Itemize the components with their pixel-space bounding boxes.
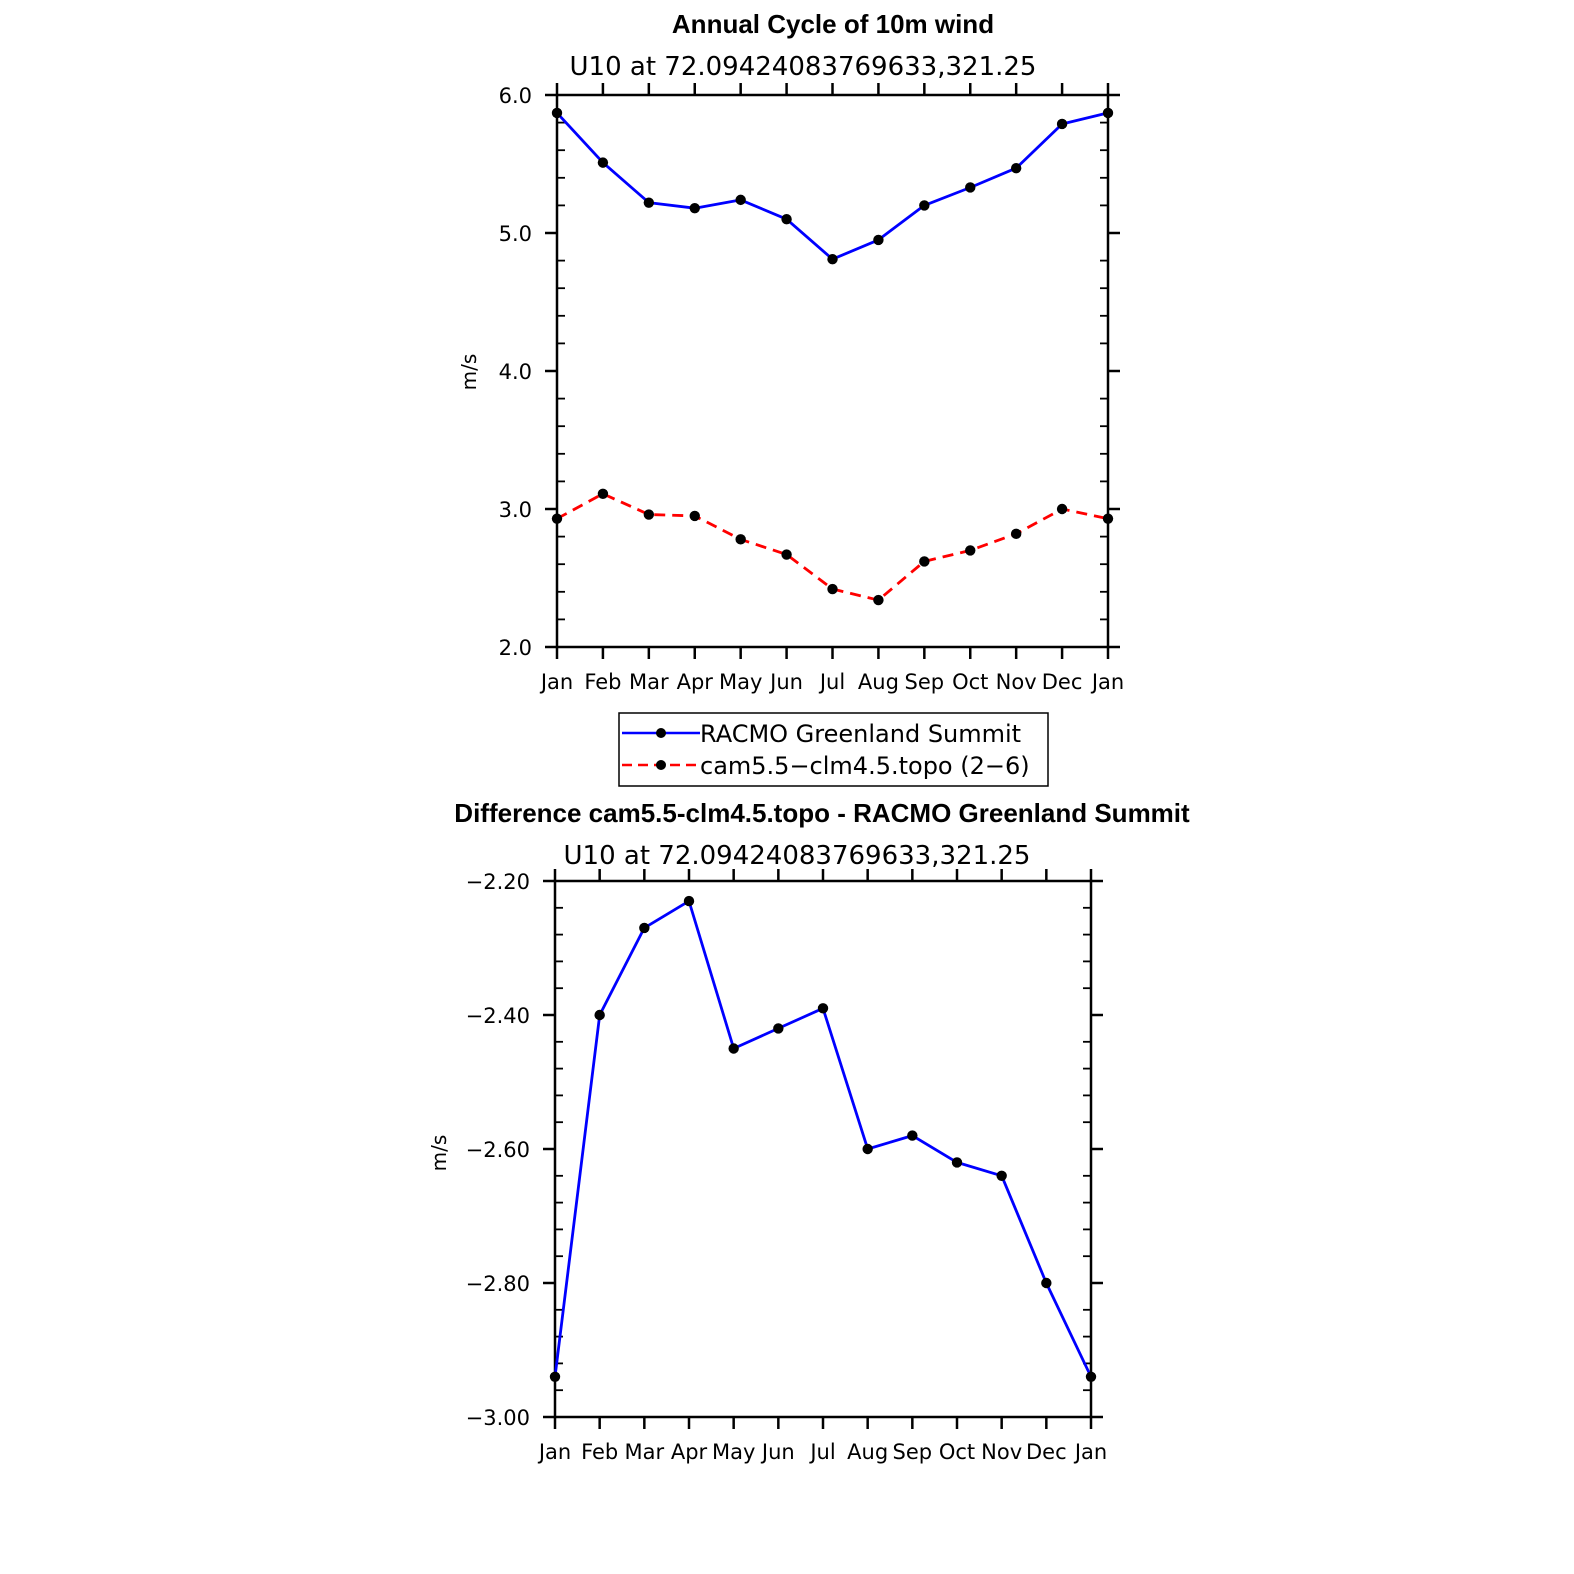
data-point xyxy=(951,1157,963,1168)
data-point xyxy=(689,510,700,522)
data-point xyxy=(773,1023,784,1034)
y-axis-label: m/s xyxy=(457,354,481,391)
x-tick-label: Dec xyxy=(1042,670,1083,694)
data-point xyxy=(827,254,838,265)
data-point xyxy=(1010,528,1022,540)
series-line-0 xyxy=(553,899,1093,1378)
data-point xyxy=(549,1371,561,1383)
data-point xyxy=(873,234,884,246)
y-tick-label: 3.0 xyxy=(499,498,532,522)
x-tick-label: Jan xyxy=(1073,1440,1107,1464)
legend: RACMO Greenland Summit cam5.5−clm4.5.top… xyxy=(618,712,1049,787)
data-point xyxy=(551,107,563,119)
chart-subtitle: U10 at 72.09424083769633,321.25 xyxy=(564,841,1031,871)
x-tick-label: Mar xyxy=(629,670,669,694)
x-tick-label: Nov xyxy=(996,670,1037,694)
data-point xyxy=(781,549,792,560)
x-tick-label: Sep xyxy=(905,670,945,694)
data-point xyxy=(996,1170,1007,1182)
x-tick-label: Aug xyxy=(847,1440,888,1464)
x-tick-label: Jan xyxy=(537,1440,571,1464)
plot-frame xyxy=(553,879,1093,1419)
data-point xyxy=(594,1009,605,1021)
data-point xyxy=(1041,1277,1052,1289)
y-tick-label: 4.0 xyxy=(499,360,532,384)
data-point xyxy=(551,513,563,524)
x-tick-label: Jan xyxy=(1090,670,1124,694)
annual-cycle-chart: Annual Cycle of 10m wind U10 at 72.09424… xyxy=(457,9,1124,787)
series-line-0 xyxy=(555,111,1109,261)
y-tick-label: −2.40 xyxy=(466,1004,530,1028)
x-tick-label: Nov xyxy=(981,1440,1022,1464)
data-point xyxy=(643,509,655,520)
x-tick-label: Dec xyxy=(1026,1440,1067,1464)
y-axis-label: m/s xyxy=(427,1135,451,1172)
x-tick-label: Jul xyxy=(818,670,845,694)
data-point xyxy=(643,197,655,208)
x-tick-label: Feb xyxy=(581,1440,618,1464)
y-tick-label: −2.60 xyxy=(466,1138,530,1162)
data-point xyxy=(1056,503,1068,515)
data-point xyxy=(639,922,650,934)
x-tick-label: Apr xyxy=(671,1440,708,1464)
x-tick-label: May xyxy=(712,1440,755,1464)
data-point xyxy=(597,488,609,500)
legend-label-racmo: RACMO Greenland Summit xyxy=(700,720,1021,748)
x-tick-label: Jul xyxy=(808,1440,835,1464)
data-point xyxy=(683,895,695,907)
data-point xyxy=(1010,162,1022,174)
legend-box xyxy=(618,712,1049,787)
y-tick-label: −3.00 xyxy=(466,1406,530,1430)
x-tick-label: May xyxy=(719,670,762,694)
x-tick-label: Mar xyxy=(625,1440,665,1464)
data-point xyxy=(827,583,838,595)
data-point xyxy=(1102,107,1114,119)
y-tick-label: −2.20 xyxy=(466,870,530,894)
data-point xyxy=(919,556,930,567)
y-tick-label: 6.0 xyxy=(499,84,532,108)
data-point xyxy=(965,182,976,193)
legend-marker-racmo xyxy=(656,728,666,738)
data-point xyxy=(597,157,609,168)
data-point xyxy=(965,545,976,556)
data-point xyxy=(781,214,792,225)
x-tick-label: Jun xyxy=(768,670,803,694)
data-point xyxy=(689,202,700,214)
difference-chart: Difference cam5.5-clm4.5.topo - RACMO Gr… xyxy=(427,798,1190,1464)
x-tick-label: Oct xyxy=(939,1440,975,1464)
chart-title: Annual Cycle of 10m wind xyxy=(672,9,994,39)
legend-label-cam: cam5.5−clm4.5.topo (2−6) xyxy=(700,752,1030,780)
x-tick-label: Feb xyxy=(584,670,621,694)
plot-frame xyxy=(555,93,1110,649)
x-tick-label: Aug xyxy=(858,670,899,694)
x-tick-label: Jan xyxy=(539,670,573,694)
data-point xyxy=(907,1130,918,1141)
data-point xyxy=(1102,513,1114,524)
y-tick-label: −2.80 xyxy=(466,1272,530,1296)
data-point xyxy=(728,1043,739,1054)
data-point xyxy=(919,200,930,211)
legend-marker-cam xyxy=(656,760,666,770)
data-point xyxy=(817,1003,829,1014)
x-tick-label: Apr xyxy=(677,670,714,694)
x-tick-label: Jun xyxy=(760,1440,795,1464)
data-point xyxy=(873,594,884,606)
data-point xyxy=(862,1143,873,1155)
data-point xyxy=(1056,118,1068,130)
data-point xyxy=(1085,1371,1097,1383)
chart-subtitle: U10 at 72.09424083769633,321.25 xyxy=(570,52,1037,82)
x-tick-label: Sep xyxy=(893,1440,933,1464)
data-point xyxy=(735,194,746,206)
y-tick-label: 5.0 xyxy=(499,222,532,246)
chart-title: Difference cam5.5-clm4.5.topo - RACMO Gr… xyxy=(454,798,1190,828)
y-tick-label: 2.0 xyxy=(499,636,532,660)
x-tick-label: Oct xyxy=(952,670,988,694)
data-point xyxy=(735,534,746,545)
